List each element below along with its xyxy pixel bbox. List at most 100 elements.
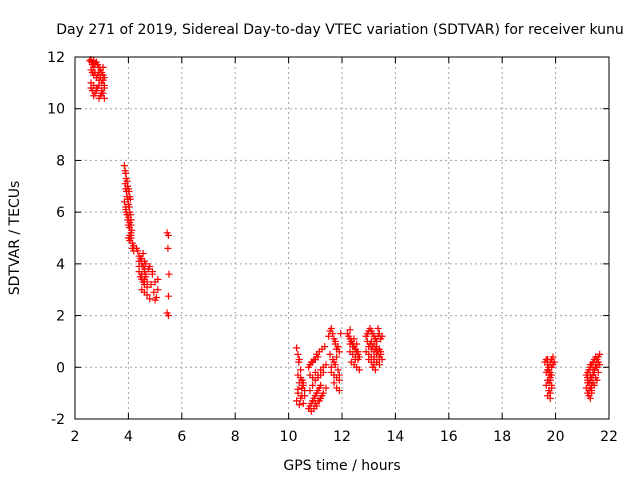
data-point [325, 332, 333, 340]
x-tick-label: 12 [333, 429, 351, 445]
data-point [297, 366, 305, 374]
y-tick-label: 4 [56, 257, 65, 273]
data-point [596, 350, 604, 358]
data-point [154, 286, 162, 294]
data-point [164, 244, 172, 252]
data-point [374, 325, 382, 332]
data-point [370, 353, 378, 361]
data-point [306, 387, 314, 395]
y-tick-label: 2 [56, 309, 65, 325]
x-tick-label: 16 [440, 429, 458, 445]
data-point [351, 356, 359, 364]
x-tick-label: 22 [600, 429, 618, 445]
data-point [588, 381, 596, 389]
y-tick-label: 10 [47, 102, 65, 118]
data-point [318, 392, 326, 400]
data-point [321, 343, 329, 351]
data-point [322, 361, 330, 369]
data-point [589, 371, 597, 379]
data-point [331, 337, 339, 345]
data-point [373, 348, 381, 356]
data-point [293, 344, 301, 352]
data-point [120, 198, 128, 206]
y-tick-label: 8 [56, 153, 65, 169]
y-tick-label: 6 [56, 205, 65, 221]
data-point [326, 350, 334, 358]
data-point [140, 257, 148, 265]
data-point [330, 379, 338, 387]
data-point [165, 270, 173, 278]
data-point [346, 326, 354, 334]
data-point [335, 371, 343, 379]
data-point [146, 295, 154, 303]
data-point [375, 356, 383, 364]
data-point [147, 281, 155, 289]
data-point [586, 394, 594, 402]
data-point [588, 389, 596, 397]
data-point [317, 381, 325, 389]
data-point [546, 376, 554, 384]
data-point [594, 368, 602, 376]
data-point [548, 371, 556, 379]
data-point [350, 335, 358, 343]
data-point [87, 84, 95, 92]
y-tick-labels: -2 0 2 4 6 8 10 12 [47, 50, 65, 428]
data-point [164, 231, 172, 239]
data-point [148, 268, 156, 276]
data-point [122, 203, 130, 211]
x-tick-labels: 2 4 6 8 10 12 14 16 18 20 22 [71, 429, 618, 445]
data-point [329, 330, 337, 338]
data-point [330, 358, 338, 366]
plot-frame [74, 56, 610, 420]
data-point [315, 397, 323, 405]
data-point [294, 350, 302, 358]
data-point [334, 366, 342, 374]
data-point [154, 275, 162, 283]
data-point [90, 92, 98, 100]
data-point [327, 363, 335, 371]
data-point [333, 345, 341, 353]
data-point [298, 392, 306, 400]
data-point [124, 221, 132, 229]
data-point [92, 87, 100, 95]
data-point [322, 384, 330, 392]
data-point [545, 387, 553, 395]
data-point [143, 291, 151, 299]
data-point [143, 278, 151, 286]
data-point [134, 247, 142, 255]
data-point [295, 358, 303, 366]
x-tick-label: 20 [547, 429, 565, 445]
data-point [327, 325, 335, 332]
data-point [151, 296, 159, 304]
data-point [139, 250, 147, 258]
data-point [140, 268, 148, 276]
x-axis-label: GPS time / hours [283, 458, 400, 474]
data-point [295, 401, 303, 409]
data-point [314, 353, 322, 361]
data-point [355, 366, 363, 374]
y-tick-label: -2 [51, 412, 65, 428]
data-points [86, 56, 604, 415]
data-point [90, 63, 98, 71]
data-point [593, 376, 601, 384]
data-point [298, 384, 306, 392]
data-point [100, 84, 108, 92]
data-point [335, 387, 343, 395]
x-tick-label: 8 [231, 429, 240, 445]
x-tick-label: 6 [177, 429, 186, 445]
data-point [549, 353, 557, 361]
data-point [371, 366, 379, 374]
y-tick-label: 12 [47, 50, 65, 66]
data-point [584, 374, 592, 382]
data-point [150, 288, 158, 296]
x-tick-label: 18 [493, 429, 511, 445]
data-point [353, 340, 361, 348]
data-point [294, 385, 302, 393]
data-point [293, 397, 301, 405]
data-point [548, 381, 556, 389]
data-point [164, 292, 172, 300]
data-point [99, 63, 107, 71]
data-point [309, 381, 317, 389]
data-point [333, 353, 341, 361]
